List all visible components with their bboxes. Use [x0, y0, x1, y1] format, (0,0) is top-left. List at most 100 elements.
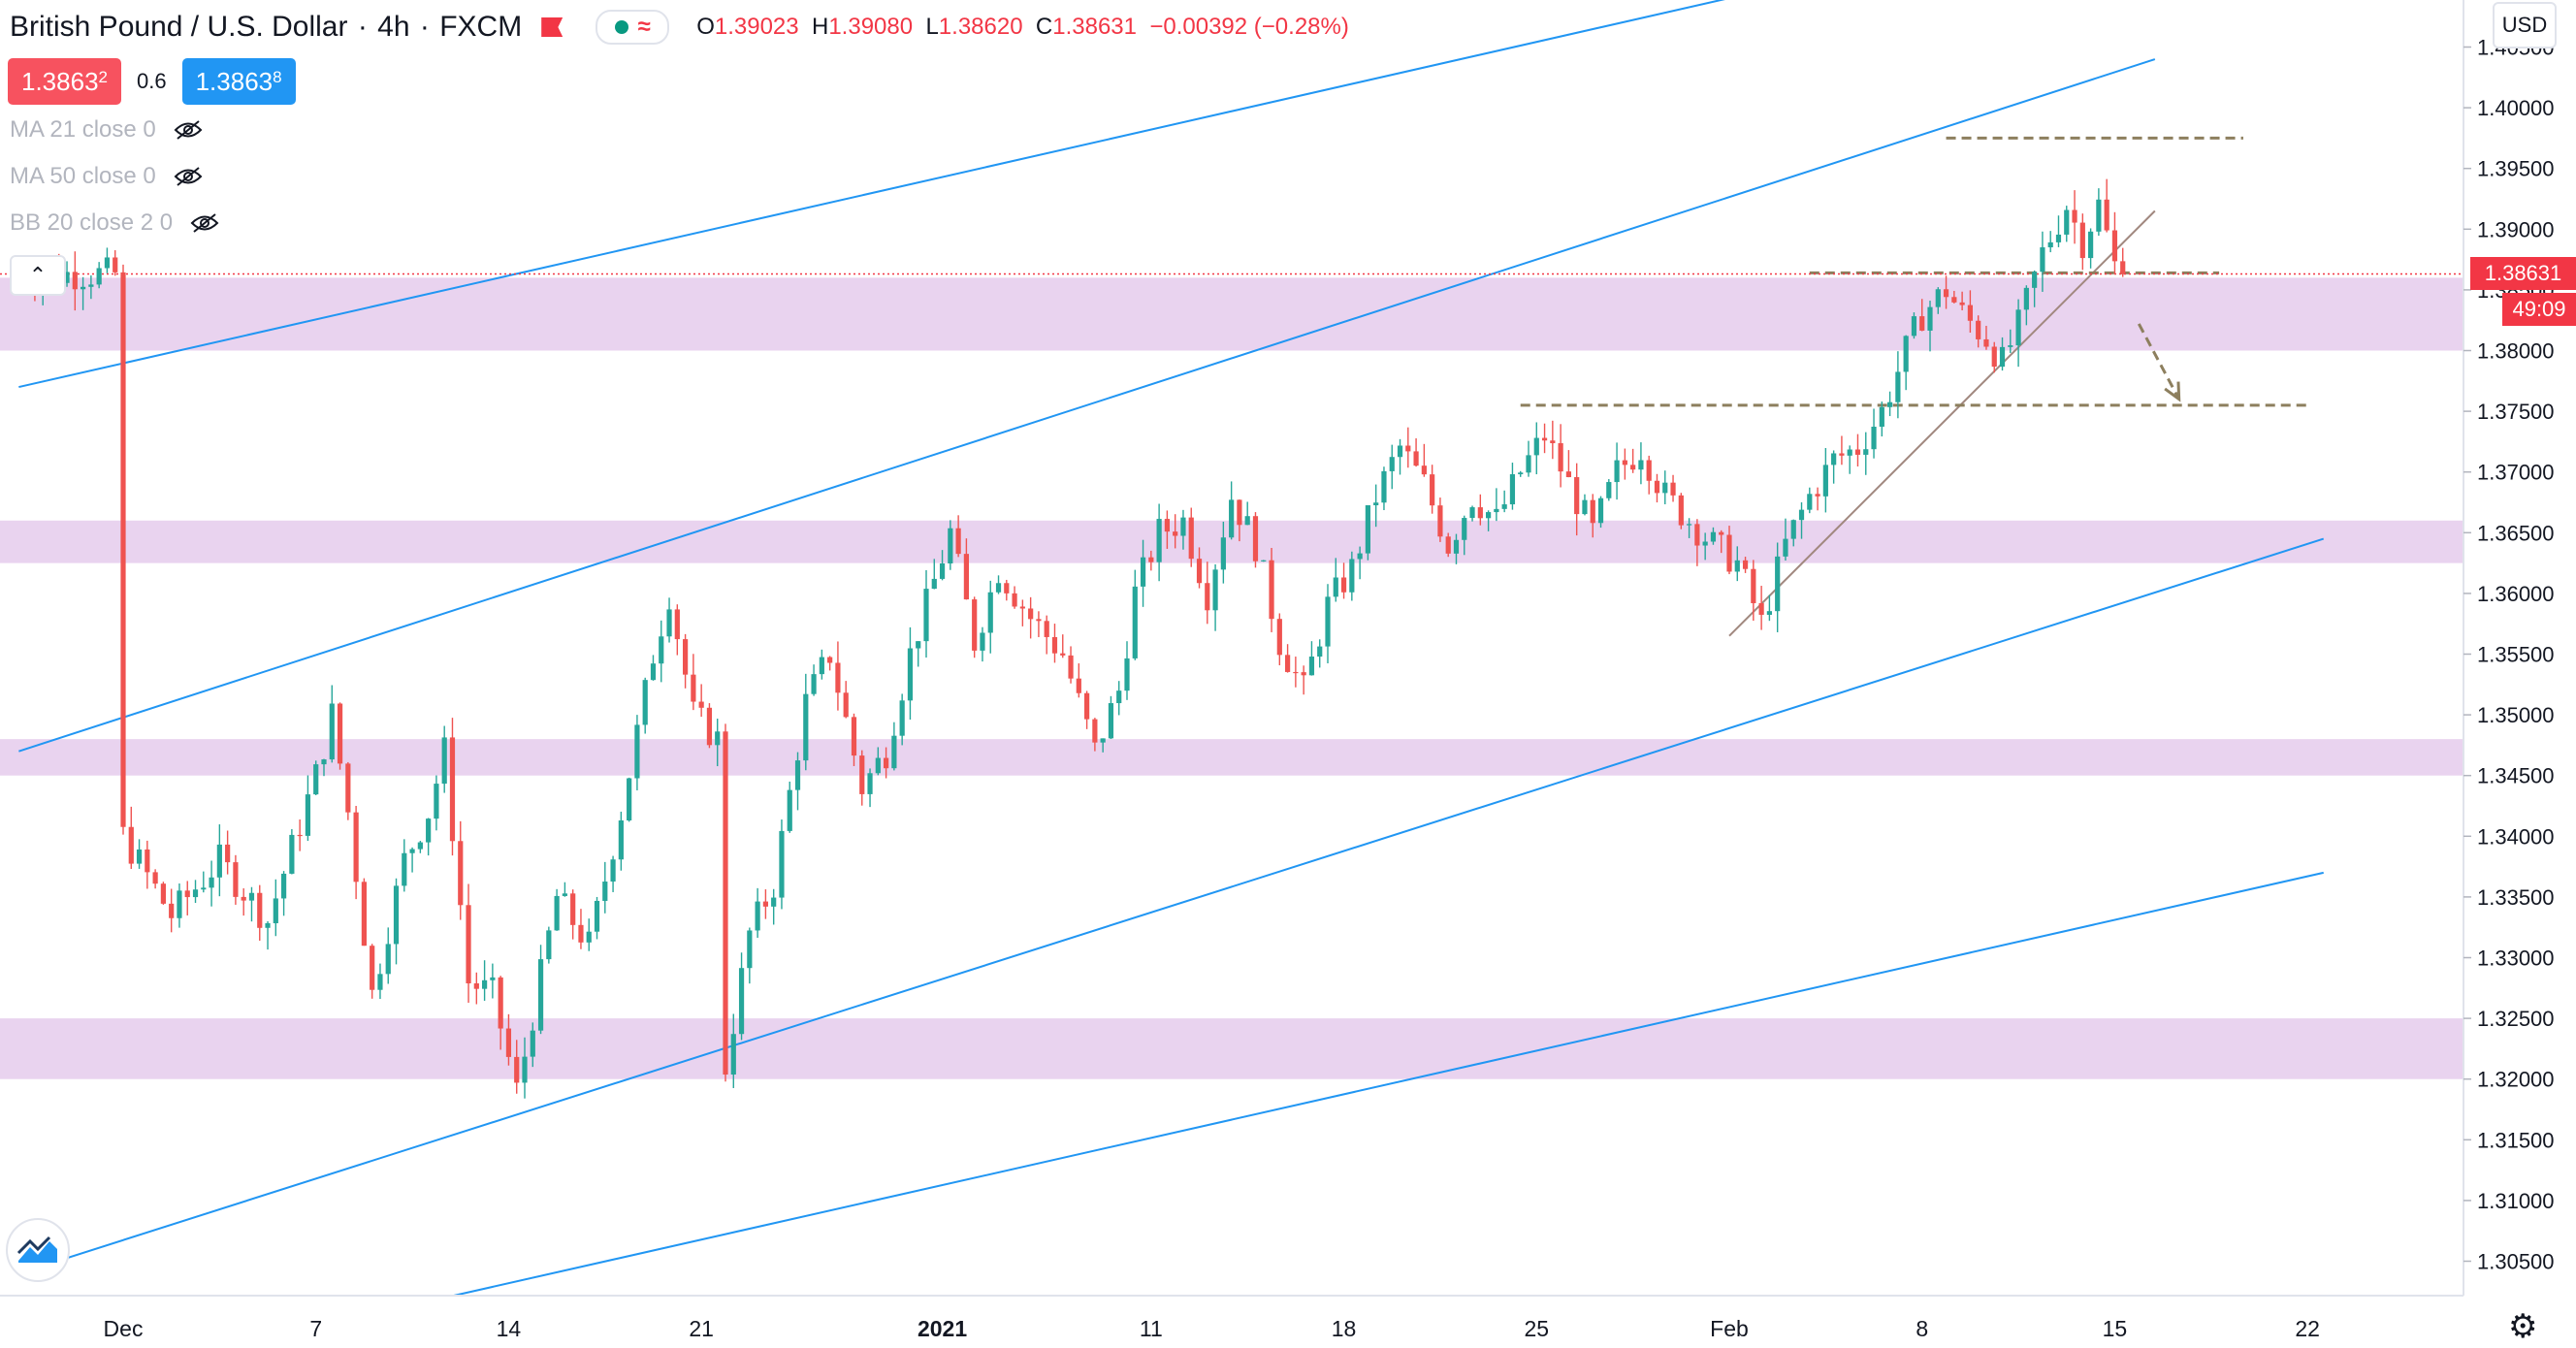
eye-hidden-icon[interactable] [190, 212, 219, 234]
candle-body [257, 892, 263, 928]
candle-body [578, 924, 584, 943]
eye-hidden-icon[interactable] [174, 166, 203, 187]
x-tick-label: 18 [1332, 1316, 1357, 1341]
y-tick-label: 1.33000 [2477, 947, 2555, 971]
tradingview-logo-icon[interactable] [6, 1218, 70, 1282]
candle-body [819, 657, 824, 675]
indicator-ma50[interactable]: MA 50 close 0 [10, 163, 203, 190]
candle-body [72, 272, 78, 290]
candle-body [1261, 560, 1267, 562]
y-tick-label: 1.33500 [2477, 885, 2555, 910]
y-tick-label: 1.39000 [2477, 217, 2555, 241]
candle-body [2111, 230, 2118, 262]
settings-gear-icon[interactable]: ⚙ [2508, 1308, 2538, 1345]
candle-body [1173, 531, 1178, 536]
candle-body [546, 930, 552, 960]
currency-button[interactable]: USD [2493, 2, 2557, 48]
header-separator: · [411, 11, 438, 43]
candle-body [875, 757, 881, 774]
candle-body [289, 834, 295, 874]
x-tick-label: 14 [497, 1316, 522, 1341]
symbol-name[interactable]: British Pound / U.S. Dollar [10, 11, 348, 43]
candle-body [867, 773, 873, 794]
market-open-dot-icon [614, 20, 628, 34]
open-key: O [696, 14, 715, 40]
candle-body [113, 257, 118, 273]
x-tick-label: 22 [2295, 1316, 2320, 1341]
trend-line [1728, 209, 2156, 637]
candle-body [674, 609, 680, 640]
candle-body [891, 735, 897, 769]
candle-body [1325, 596, 1331, 647]
candle-body [313, 764, 319, 795]
candle-body [1951, 297, 1957, 303]
candle-body [1252, 516, 1259, 562]
candle-body [738, 968, 745, 1035]
candle-body [449, 737, 456, 842]
interval-label[interactable]: 4h [377, 11, 410, 43]
ohlc-values: O1.39023 H1.39080 L1.38620 C1.38631 −0.0… [696, 14, 1349, 41]
y-tick-label: 1.32000 [2477, 1068, 2555, 1092]
candle-body [1462, 518, 1467, 540]
y-tick-label: 1.35500 [2477, 643, 2555, 667]
candle-body [884, 757, 889, 769]
candle-body [1285, 655, 1291, 672]
candle-body [417, 842, 423, 850]
candle-body [1381, 470, 1387, 503]
candle-body [1662, 482, 1668, 494]
candle-body [634, 724, 640, 779]
candle-body [1501, 504, 1507, 509]
candle-body [1437, 505, 1443, 537]
candle-body [762, 901, 768, 907]
candle-body [514, 1056, 520, 1083]
candle-body [755, 901, 760, 931]
candle-body [803, 693, 809, 761]
candle-body [1349, 559, 1355, 593]
sell-button[interactable]: 1.3863 2 [8, 58, 121, 105]
candle-body [1132, 586, 1138, 658]
buy-button[interactable]: 1.3863 8 [181, 58, 296, 105]
candle-body [1887, 401, 1893, 407]
candle-body [1124, 658, 1130, 691]
candle-body [385, 944, 391, 975]
y-tick-label: 1.38000 [2477, 339, 2555, 364]
candle-body [1196, 559, 1203, 584]
candle-body [987, 592, 993, 633]
indicator-label: BB 20 close 2 0 [10, 209, 174, 236]
candle-body [1895, 371, 1901, 402]
candle-body [80, 286, 86, 290]
candle-body [1389, 457, 1395, 471]
candle-body [1903, 336, 1909, 372]
candle-body [650, 663, 657, 681]
candle-body [505, 1028, 512, 1057]
candle-body [610, 859, 616, 883]
candle-body [811, 674, 817, 694]
candle-body [1558, 443, 1563, 472]
market-status-pill[interactable]: ≈ [596, 10, 670, 45]
y-tick-label: 1.39500 [2477, 157, 2555, 181]
open-value: 1.39023 [714, 14, 799, 40]
indicator-ma21[interactable]: MA 21 close 0 [10, 116, 203, 144]
candle-body [1293, 671, 1299, 674]
candle-body [177, 890, 182, 918]
candle-body [1509, 474, 1516, 505]
collapse-legend-button[interactable]: ⌃ [10, 255, 66, 296]
candle-body [1333, 577, 1338, 597]
candle-body [594, 900, 600, 932]
candle-body [1751, 568, 1756, 603]
flag-icon[interactable] [541, 17, 564, 37]
candle-body [2023, 287, 2029, 310]
candle-body [1726, 534, 1732, 572]
candle-body [1582, 499, 1588, 515]
candle-body [241, 896, 246, 901]
x-tick-label: 11 [1140, 1316, 1163, 1341]
candle-body [2104, 199, 2109, 231]
eye-hidden-icon[interactable] [174, 119, 203, 141]
candle-body [297, 834, 303, 837]
candle-body [248, 892, 255, 901]
y-tick-label: 1.31000 [2477, 1189, 2555, 1213]
change-value: −0.00392 (−0.28%) [1149, 14, 1349, 40]
indicator-bb20[interactable]: BB 20 close 2 0 [10, 209, 219, 237]
candle-body [1983, 338, 1989, 347]
